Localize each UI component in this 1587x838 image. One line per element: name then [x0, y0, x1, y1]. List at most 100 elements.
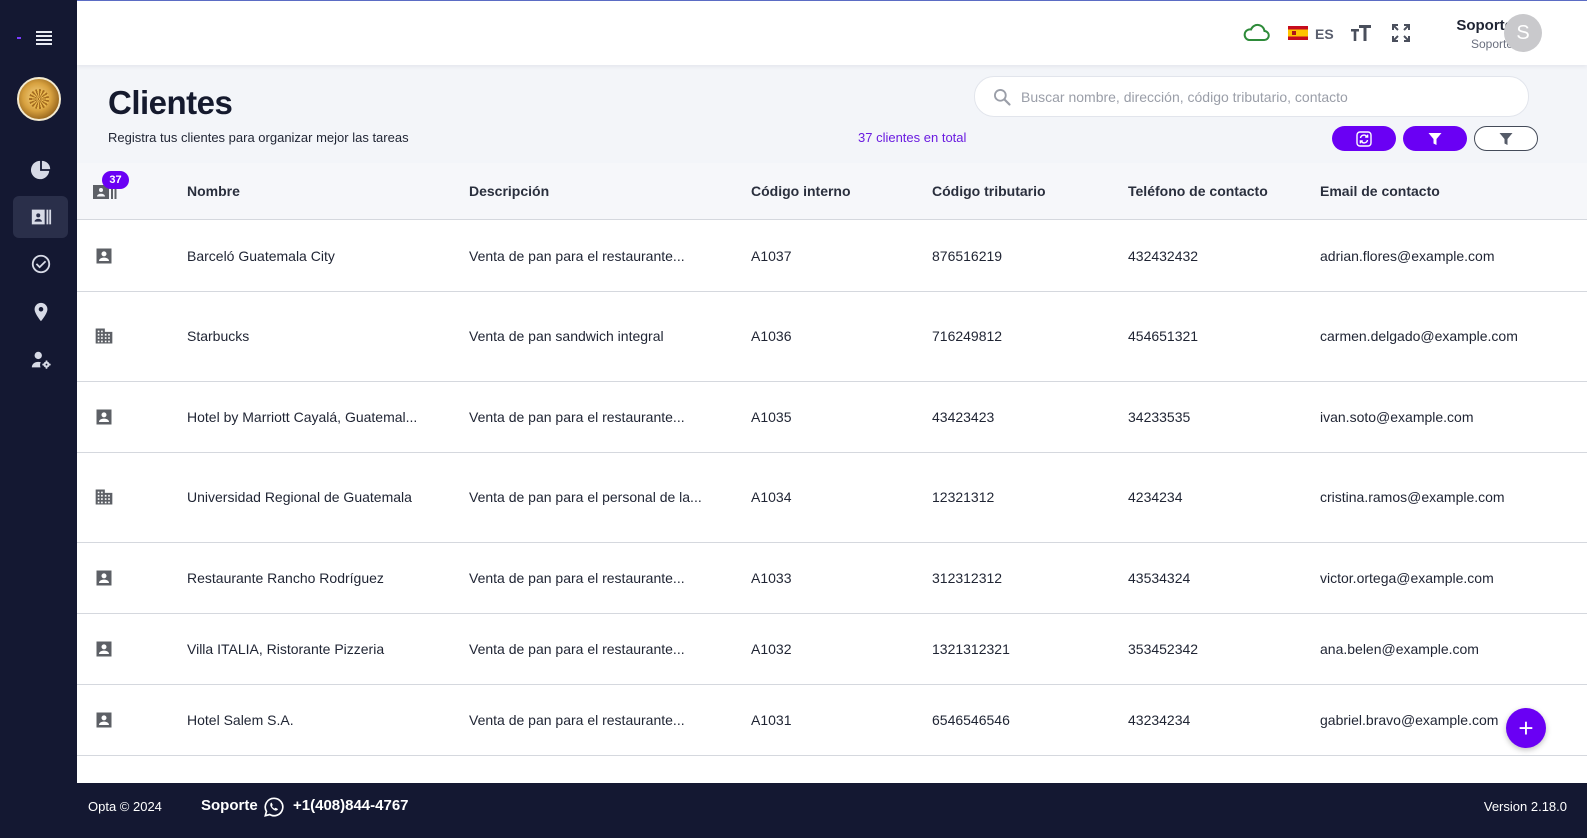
client-email: ana.belen@example.com — [1320, 640, 1479, 657]
count-badge: 37 — [102, 171, 129, 189]
search-input[interactable] — [1021, 85, 1511, 109]
client-email: carmen.delgado@example.com — [1320, 328, 1518, 344]
client-internal-code: A1037 — [751, 247, 792, 264]
contacts-list-icon[interactable] — [93, 183, 117, 201]
client-description: Venta de pan para el restaurante... — [469, 711, 685, 728]
client-description: Venta de pan para el restaurante... — [469, 640, 685, 657]
person-contact-icon — [94, 407, 114, 427]
client-phone: 4234234 — [1128, 489, 1183, 505]
client-internal-code: A1031 — [751, 711, 792, 728]
client-tax-code: 43423423 — [932, 408, 995, 425]
client-internal-code: A1034 — [751, 489, 792, 505]
column-header-email[interactable]: Email de contacto — [1320, 183, 1440, 199]
filter-outline-icon — [1499, 132, 1513, 145]
search-icon — [994, 89, 1011, 106]
client-email: cristina.ramos@example.com — [1320, 489, 1505, 505]
client-internal-code: A1036 — [751, 328, 792, 344]
column-header-name[interactable]: Nombre — [187, 183, 240, 199]
add-client-button[interactable]: + — [1506, 708, 1546, 748]
refresh-button[interactable] — [1332, 126, 1396, 151]
client-tax-code: 876516219 — [932, 247, 1003, 264]
person-contact-icon — [94, 246, 114, 266]
search-box[interactable] — [974, 76, 1529, 117]
client-tax-code: 1321312321 — [932, 640, 1010, 657]
whatsapp-icon[interactable] — [263, 796, 285, 818]
table-row[interactable]: Villa ITALIA, Ristorante Pizzeria Venta d… — [77, 614, 1587, 685]
footer-copyright: Opta © 2024 — [88, 799, 162, 814]
refresh-icon — [1356, 130, 1372, 147]
client-name: Restaurante Rancho Rodríguez — [187, 569, 384, 586]
client-name: Barceló Guatemala City — [187, 247, 335, 264]
client-tax-code: 312312312 — [932, 569, 1003, 586]
table-row[interactable]: Starbucks Venta de pan sandwich integral A… — [77, 292, 1587, 382]
client-email: gabriel.bravo@example.com — [1320, 711, 1499, 728]
table-row[interactable]: Universidad Regional de Guatemala Venta d… — [77, 453, 1587, 543]
client-phone: 353452342 — [1128, 640, 1199, 657]
company-icon — [94, 326, 114, 346]
company-logo[interactable] — [17, 77, 61, 121]
footer: Opta © 2024 Soporte +1(408)844-4767 Vers… — [77, 783, 1587, 838]
sidebar-item-locations[interactable] — [13, 291, 68, 333]
sidebar-item-user-settings[interactable] — [13, 339, 68, 381]
avatar[interactable]: S — [1504, 14, 1542, 52]
person-contact-icon — [94, 568, 114, 588]
client-description: Venta de pan para el restaurante... — [469, 247, 685, 264]
text-size-icon[interactable] — [1350, 23, 1372, 43]
user-name[interactable]: Soporte — [1456, 17, 1513, 34]
language-selector[interactable]: ES — [1315, 26, 1334, 42]
column-header-internal-code[interactable]: Código interno — [751, 183, 851, 199]
client-internal-code: A1035 — [751, 408, 792, 425]
filter-button[interactable] — [1403, 126, 1467, 151]
contact-card-icon — [31, 209, 51, 225]
footer-support-label: Soporte — [201, 797, 258, 814]
company-icon — [94, 487, 114, 507]
user-role: Soporte — [1470, 37, 1513, 51]
table-header: 37 Nombre Descripción Código interno Cód… — [77, 163, 1587, 220]
page-title: Clientes — [108, 84, 233, 121]
client-tax-code: 6546546546 — [932, 711, 1010, 728]
map-pin-icon — [34, 302, 47, 322]
client-name: Universidad Regional de Guatemala — [187, 489, 412, 505]
pie-chart-icon — [30, 160, 50, 180]
table-row[interactable]: Hotel Salem S.A. Venta de pan para el res… — [77, 685, 1587, 756]
page-subtitle: Registra tus clientes para organizar mej… — [108, 130, 409, 145]
column-header-phone[interactable]: Teléfono de contacto — [1128, 183, 1268, 199]
client-description: Venta de pan para el restaurante... — [469, 408, 685, 425]
sidebar-item-tasks[interactable] — [13, 243, 68, 285]
footer-support-phone[interactable]: +1(408)844-4767 — [293, 797, 409, 814]
client-description: Venta de pan sandwich integral — [469, 328, 664, 344]
clients-total-count: 37 clientes en total — [858, 130, 967, 145]
spain-flag-icon[interactable] — [1288, 26, 1308, 40]
client-description: Venta de pan para el personal de la... — [469, 489, 702, 505]
sidebar-dot — [17, 37, 21, 39]
client-internal-code: A1032 — [751, 640, 792, 657]
table-row[interactable]: Barceló Guatemala City Venta de pan para … — [77, 221, 1587, 292]
table-row[interactable]: Hotel by Marriott Cayalá, Guatemal... Ven… — [77, 382, 1587, 453]
sidebar-item-clients[interactable] — [13, 196, 68, 238]
filter-icon — [1428, 132, 1442, 145]
sidebar-item-dashboard[interactable] — [13, 149, 68, 191]
menu-icon[interactable] — [34, 30, 54, 46]
client-name: Hotel by Marriott Cayalá, Guatemal... — [187, 408, 418, 425]
sidebar-top — [0, 22, 77, 54]
client-phone: 43534324 — [1128, 569, 1191, 586]
sidebar — [0, 0, 77, 838]
clients-table: 37 Nombre Descripción Código interno Cód… — [77, 163, 1587, 783]
client-description: Venta de pan para el restaurante... — [469, 569, 685, 586]
check-circle-icon — [31, 254, 50, 274]
table-row[interactable]: Restaurante Rancho Rodríguez Venta de pan… — [77, 543, 1587, 614]
column-header-description[interactable]: Descripción — [469, 183, 550, 199]
client-email: victor.ortega@example.com — [1320, 569, 1494, 586]
client-email: ivan.soto@example.com — [1320, 408, 1474, 425]
client-tax-code: 716249812 — [932, 328, 1003, 344]
client-phone: 432432432 — [1128, 247, 1199, 264]
client-phone: 34233535 — [1128, 408, 1191, 425]
client-tax-code: 12321312 — [932, 489, 995, 505]
clear-filter-button[interactable] — [1474, 126, 1538, 151]
person-contact-icon — [94, 710, 114, 730]
cloud-icon[interactable] — [1242, 23, 1270, 43]
client-email: adrian.flores@example.com — [1320, 247, 1495, 264]
fullscreen-icon[interactable] — [1391, 23, 1411, 43]
column-header-tax-code[interactable]: Código tributario — [932, 183, 1046, 199]
client-phone: 43234234 — [1128, 711, 1191, 728]
